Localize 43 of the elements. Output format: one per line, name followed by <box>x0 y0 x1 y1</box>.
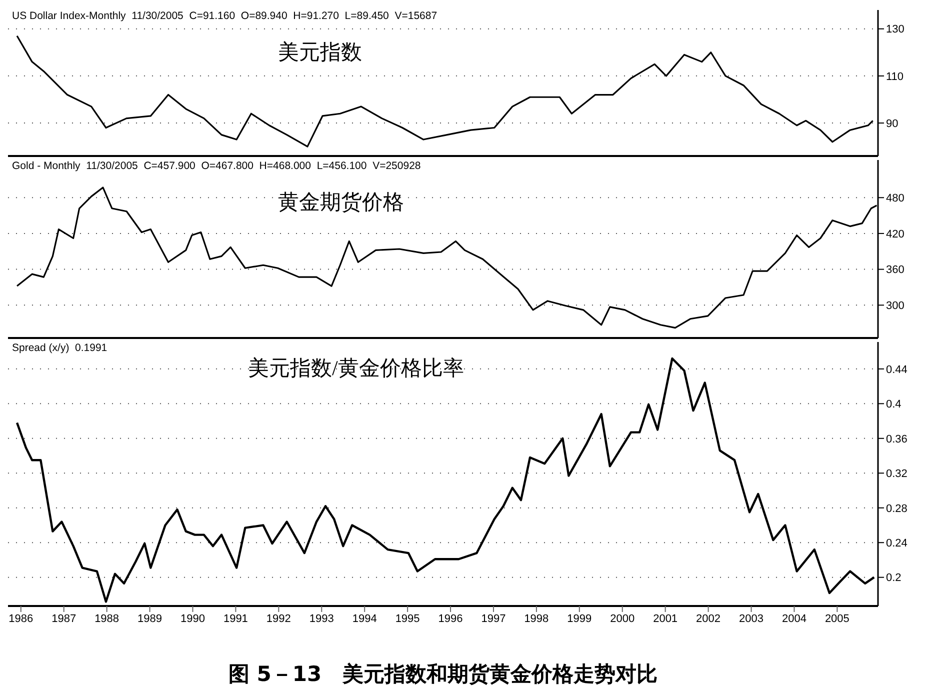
text: 美元指数 <box>278 39 362 66</box>
y-tick-label: 0.4 <box>886 398 902 411</box>
caption: 图 5－13 美元指数和期货黄金价格走势对比 <box>227 661 659 688</box>
x-tick-label: 1995 <box>395 612 420 625</box>
x-tick-label: 1992 <box>266 612 291 625</box>
x-tick-label: 2004 <box>782 612 806 625</box>
y-tick-label: 130 <box>886 24 904 36</box>
y-tick-label: 110 <box>886 70 904 83</box>
y-tick-label: 0.28 <box>886 502 908 515</box>
x-tick-label: 1988 <box>94 612 120 625</box>
text: 美元指数/黄金价格比率 <box>248 355 464 382</box>
line-series <box>16 357 876 603</box>
x-tick-label: 1989 <box>138 612 162 625</box>
x-tick-label: 1996 <box>438 612 463 625</box>
x-tick-label: 1991 <box>223 612 248 625</box>
x-tick-label: 1997 <box>481 612 506 625</box>
y-tick-label: 0.36 <box>886 433 908 446</box>
y-tick-label: 300 <box>886 300 904 312</box>
x-tick-label: 1994 <box>352 612 377 625</box>
y-tick-label: 0.24 <box>886 538 908 550</box>
x-tick-label: 1993 <box>309 612 334 625</box>
y-tick-label: 0.44 <box>886 364 908 376</box>
annotation: Spread (x/y) 0.1991 <box>12 342 108 354</box>
x-tick-label: 1998 <box>524 612 549 625</box>
y-tick-label: 90 <box>886 118 898 130</box>
x-tick-label: 1999 <box>567 612 592 625</box>
annotation: Gold - Monthly 11/30/2005 C=457.900 O=467.800 H=468.000 L=456.100 V=250928 <box>12 160 421 172</box>
y-tick-label: 480 <box>886 192 904 205</box>
y-tick-label: 0.32 <box>886 468 908 480</box>
x-tick-label: 2001 <box>653 612 678 625</box>
y-tick-label: 420 <box>886 228 904 240</box>
x-tick-label: 2002 <box>696 612 721 625</box>
x-tick-label: 1986 <box>8 612 34 625</box>
line-series <box>16 35 874 148</box>
x-tick-label: 2005 <box>824 612 850 625</box>
x-tick-label: 1987 <box>52 612 76 625</box>
x-tick-label: 1990 <box>180 612 205 625</box>
x-tick-label: 2003 <box>739 612 764 625</box>
annotation: US Dollar Index-Monthly 11/30/2005 C=91.160 O=89.940 H=91.270 L=89.450 V=15687 <box>12 10 438 22</box>
y-tick-label: 360 <box>886 264 904 276</box>
y-tick-label: 0.2 <box>886 572 902 584</box>
text: 黄金期货价格 <box>278 189 404 216</box>
x-tick-label: 2000 <box>610 612 635 625</box>
